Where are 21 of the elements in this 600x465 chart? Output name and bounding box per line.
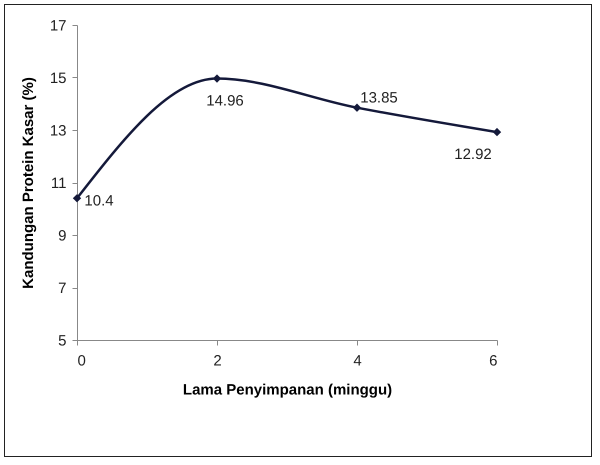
- data-label: 12.92: [454, 146, 492, 164]
- data-label: 10.4: [84, 192, 114, 210]
- y-tick-label: 7: [58, 280, 66, 297]
- y-tick-label: 5: [58, 332, 66, 350]
- point: [72, 194, 82, 202]
- y-axis-title: Kandungan Protein Kasar (%): [20, 77, 37, 289]
- y-tick-label: 13: [50, 122, 66, 140]
- data-label: 13.85: [360, 90, 398, 107]
- x-tick-label: 0: [78, 352, 86, 370]
- x-axis-title: Lama Penyimpanan (minggu): [182, 382, 392, 398]
- x-tick-label: 4: [353, 352, 362, 370]
- point: [492, 128, 502, 136]
- y-tick-label: 15: [50, 70, 66, 87]
- x-tick-label: 6: [489, 352, 498, 370]
- data-label: 14.96: [206, 92, 244, 110]
- point: [212, 74, 222, 83]
- y-tick-label: 17: [50, 18, 66, 34]
- y-tick-label: 11: [50, 175, 66, 192]
- x-tick-label: 2: [213, 352, 222, 370]
- point: [352, 104, 362, 112]
- y-tick-label: 9: [58, 228, 66, 244]
